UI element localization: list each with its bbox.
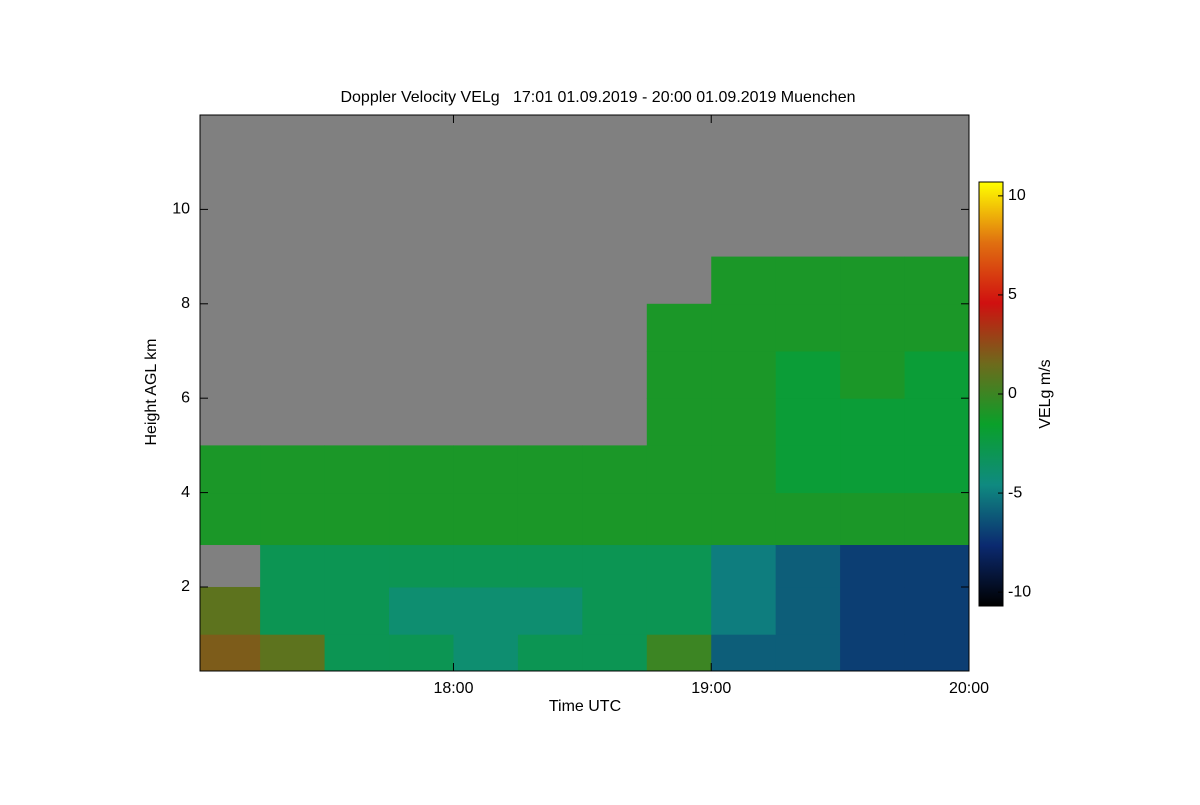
heatmap-cell [389,544,454,588]
heatmap-cell [200,492,261,546]
y-tick-label: 4 [181,484,190,501]
heatmap-cell [711,634,777,672]
heatmap-cell [904,350,970,399]
heatmap-cell [582,544,648,588]
heatmap-cell [711,492,777,546]
heatmap-cell [775,398,841,446]
colorbar-label: VELg m/s [1037,359,1054,428]
heatmap-cell [775,492,841,546]
heatmap-cell [840,256,906,305]
heatmap-cell [775,303,841,352]
colorbar-tick-label: -10 [1008,583,1031,600]
heatmap-cell [200,586,261,635]
heatmap-cell [453,586,519,635]
y-tick-label: 6 [181,389,190,406]
heatmap-cell [646,586,712,635]
heatmap-cell [517,544,583,588]
colorbar-tick-label: 5 [1008,286,1017,303]
heatmap-cell [904,445,970,494]
heatmap-cell [840,492,906,546]
heatmap-cell [324,586,390,635]
y-tick-label: 2 [181,578,190,595]
heatmap-cell [904,303,970,352]
heatmap-cell [904,544,970,588]
heatmap-cell [582,445,648,494]
chart-title: Doppler Velocity VELg 17:01 01.09.2019 -… [340,89,855,106]
heatmap-cell [517,492,583,546]
heatmap-cell [711,586,777,635]
y-axis-label: Height AGL km [143,338,160,445]
heatmap-cell [775,350,841,399]
heatmap-cell [582,586,648,635]
heatmap-cell [711,303,777,352]
heatmap-cell [324,492,390,546]
y-tick-label: 10 [172,201,190,218]
heatmap-cell [904,256,970,305]
heatmap-cell [711,398,777,446]
heatmap-cell [775,544,841,588]
x-axis-label: Time UTC [549,698,621,715]
heatmap-cell [260,586,326,635]
y-tick-label: 8 [181,295,190,312]
x-tick-label: 20:00 [949,680,989,697]
heatmap-cell [775,586,841,635]
heatmap-cell [904,634,970,672]
heatmap-cell [260,544,326,588]
colorbar-tick-label: 10 [1008,187,1026,204]
heatmap-cell [324,544,390,588]
heatmap-cell [646,634,712,672]
heatmap-cell [517,586,583,635]
heatmap-cell [711,256,777,305]
heatmap-cell [260,492,326,546]
heatmap-cell [711,350,777,399]
heatmap-cell [646,544,712,588]
colorbar-tick-label: -5 [1008,484,1022,501]
heatmap-cell [324,634,390,672]
heatmap-cell [200,634,261,672]
plot-frame [199,114,970,672]
heatmap-cell [904,398,970,446]
heatmap-cell [389,586,454,635]
heatmap-cell [582,492,648,546]
heatmap-cell [840,350,906,399]
heatmap-cell [711,544,777,588]
heatmap-cell [582,634,648,672]
heatmap-cell [260,634,326,672]
heatmap-cell [840,634,906,672]
heatmap-cell [646,492,712,546]
heatmap-cell [904,492,970,546]
heatmap-cell [646,445,712,494]
heatmap-cell [711,445,777,494]
heatmap-cell [517,445,583,494]
heatmap-cell [389,445,454,494]
heatmap-cell [389,492,454,546]
heatmap-cell [840,445,906,494]
heatmap-cell [453,492,519,546]
heatmap-cell [646,350,712,399]
heatmap-cell [775,634,841,672]
heatmap-cell [453,445,519,494]
heatmap-cell [646,303,712,352]
x-tick-label: 19:00 [691,680,731,697]
colorbar-tick-label: 0 [1008,385,1017,402]
heatmap-cell [840,544,906,588]
heatmap-cell [389,634,454,672]
heatmap-cell [200,445,261,494]
heatmap-cell [646,398,712,446]
heatmap-cell [517,634,583,672]
heatmap-cell [904,586,970,635]
heatmap-cell [775,256,841,305]
heatmap-cell [775,445,841,494]
heatmap-cell [260,445,326,494]
heatmap-cell [453,544,519,588]
heatmap-cell [324,445,390,494]
heatmap-cell [840,398,906,446]
x-tick-label: 18:00 [433,680,473,697]
plot-area [200,115,970,672]
heatmap-cell [840,303,906,352]
heatmap-cell [840,586,906,635]
heatmap-cell [453,634,519,672]
